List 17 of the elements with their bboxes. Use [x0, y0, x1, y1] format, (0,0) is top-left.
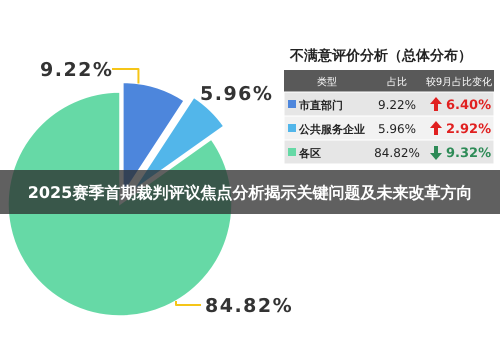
legend-label: 市直部门	[298, 99, 343, 112]
text: 占比	[387, 76, 407, 88]
legend-label: 各区	[298, 147, 321, 160]
chart-subtitle: 不满意评价分析（总体分布）	[289, 47, 472, 64]
data-label: 9.22%	[40, 59, 114, 81]
data-label: 84.82%	[205, 295, 294, 317]
text: 2.92%	[446, 122, 492, 137]
text: 9.32%	[446, 146, 492, 161]
data-label: 5.96%	[200, 83, 274, 105]
text: 9.22%	[378, 98, 416, 112]
text: 2025赛季首期裁判评议焦点分析揭示关键问题及未来改革方向	[28, 183, 472, 202]
text: 84.82%	[374, 146, 420, 160]
text: 类型	[317, 76, 337, 88]
text: 6.40%	[446, 98, 492, 113]
text: 5.96%	[378, 122, 416, 136]
legend-label: 公共服务企业	[298, 123, 365, 136]
text: 较9月占比变化	[426, 76, 492, 88]
